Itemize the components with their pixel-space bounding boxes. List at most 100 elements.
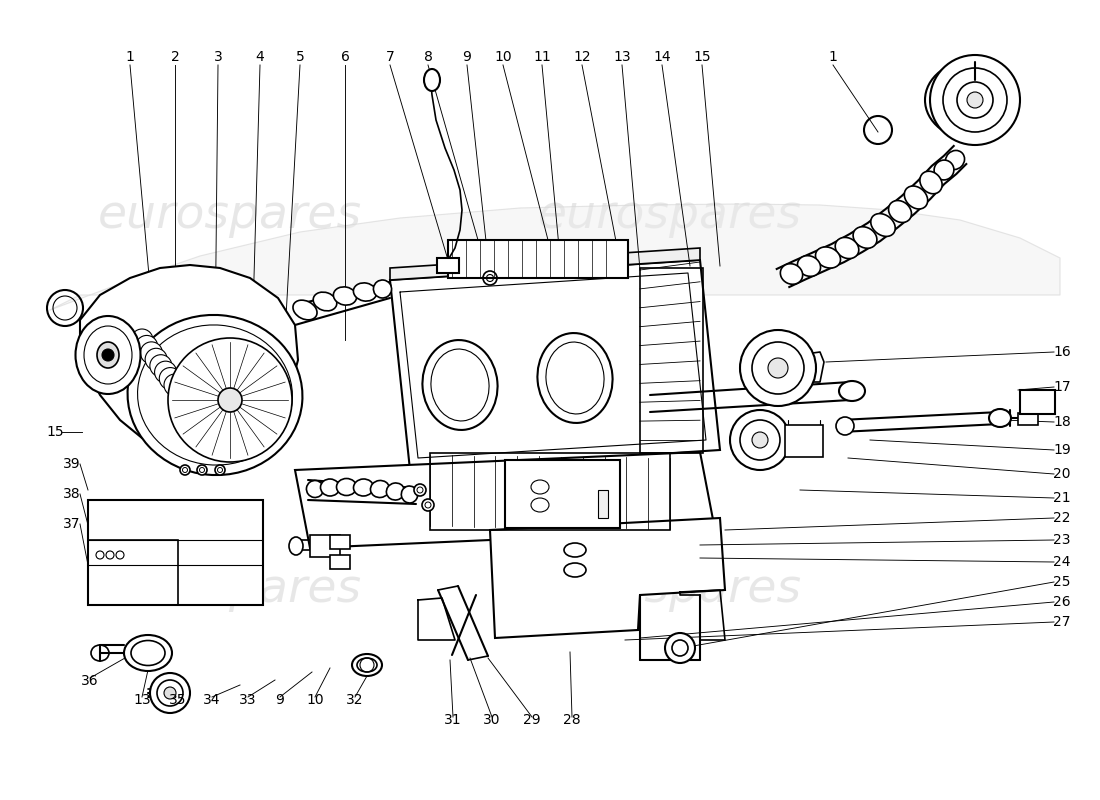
Ellipse shape (124, 635, 172, 671)
Text: 39: 39 (63, 457, 80, 471)
Circle shape (150, 354, 172, 377)
Ellipse shape (815, 247, 840, 268)
Circle shape (164, 687, 176, 699)
Text: 3: 3 (213, 50, 222, 64)
Text: 18: 18 (1053, 415, 1071, 429)
Text: eurospares: eurospares (538, 193, 802, 238)
Text: 15: 15 (693, 50, 711, 64)
Text: 10: 10 (494, 50, 512, 64)
Text: 14: 14 (653, 50, 671, 64)
Ellipse shape (293, 300, 317, 320)
Text: 28: 28 (563, 713, 581, 727)
Circle shape (150, 673, 190, 713)
Ellipse shape (333, 287, 356, 305)
Circle shape (768, 358, 788, 378)
Ellipse shape (386, 483, 405, 500)
Ellipse shape (307, 481, 323, 498)
Circle shape (131, 329, 153, 351)
Ellipse shape (854, 226, 877, 248)
Ellipse shape (889, 201, 912, 222)
Text: 19: 19 (1053, 443, 1071, 457)
Polygon shape (295, 452, 715, 548)
Bar (88, 540, 178, 605)
Text: 27: 27 (1054, 615, 1070, 629)
Circle shape (180, 465, 190, 475)
Ellipse shape (835, 238, 859, 258)
Text: 29: 29 (524, 713, 541, 727)
Circle shape (141, 342, 163, 364)
Ellipse shape (353, 479, 374, 496)
Ellipse shape (314, 292, 337, 311)
Text: 8: 8 (424, 50, 432, 64)
Circle shape (666, 633, 695, 663)
Text: 13: 13 (613, 50, 630, 64)
Text: 5: 5 (296, 50, 305, 64)
Bar (1020, 390, 1055, 414)
Ellipse shape (836, 417, 854, 435)
Polygon shape (80, 265, 298, 452)
Ellipse shape (320, 479, 340, 496)
Text: 22: 22 (1054, 511, 1070, 525)
Ellipse shape (353, 283, 376, 301)
Circle shape (197, 465, 207, 475)
Text: 23: 23 (1054, 533, 1070, 547)
Text: 24: 24 (1054, 555, 1070, 569)
Circle shape (740, 330, 816, 406)
Text: eurospares: eurospares (538, 567, 802, 613)
Text: 1: 1 (125, 50, 134, 64)
Circle shape (168, 338, 292, 462)
Text: 38: 38 (63, 487, 80, 501)
Text: 9: 9 (276, 693, 285, 707)
Ellipse shape (934, 160, 954, 180)
Ellipse shape (424, 69, 440, 91)
Ellipse shape (871, 214, 895, 237)
Text: 13: 13 (133, 693, 151, 707)
Circle shape (155, 361, 177, 383)
Polygon shape (390, 248, 700, 280)
Text: 20: 20 (1054, 467, 1070, 481)
Text: 26: 26 (1053, 595, 1070, 609)
Bar (505, 460, 620, 528)
Circle shape (164, 374, 186, 396)
Bar (330, 555, 350, 569)
Ellipse shape (352, 654, 382, 676)
Bar (640, 268, 703, 453)
Circle shape (414, 484, 426, 496)
Bar (330, 535, 350, 549)
Circle shape (422, 499, 435, 511)
Bar (598, 490, 608, 518)
Circle shape (102, 349, 114, 361)
Polygon shape (390, 260, 720, 470)
Text: 11: 11 (534, 50, 551, 64)
Text: 35: 35 (169, 693, 187, 707)
Text: 12: 12 (573, 50, 591, 64)
Ellipse shape (946, 150, 965, 170)
Text: 30: 30 (483, 713, 500, 727)
Ellipse shape (76, 316, 141, 394)
Text: 36: 36 (81, 674, 99, 688)
Circle shape (135, 335, 157, 358)
Ellipse shape (920, 171, 942, 194)
Circle shape (214, 465, 225, 475)
Circle shape (218, 388, 242, 412)
Bar (785, 425, 823, 457)
Ellipse shape (289, 537, 302, 555)
Text: 17: 17 (1053, 380, 1070, 394)
Text: eurospares: eurospares (98, 567, 362, 613)
Text: 9: 9 (463, 50, 472, 64)
Ellipse shape (798, 256, 821, 276)
Text: 21: 21 (1053, 491, 1070, 505)
Text: 6: 6 (341, 50, 350, 64)
Text: 4: 4 (255, 50, 264, 64)
Circle shape (160, 367, 182, 390)
Bar (448, 240, 628, 278)
Circle shape (145, 348, 167, 370)
Text: 7: 7 (386, 50, 395, 64)
Ellipse shape (128, 315, 303, 475)
Ellipse shape (402, 486, 418, 503)
Bar (88, 500, 263, 605)
Polygon shape (50, 204, 1060, 310)
Text: 15: 15 (46, 425, 64, 439)
Ellipse shape (538, 333, 613, 423)
Text: 37: 37 (64, 517, 80, 531)
